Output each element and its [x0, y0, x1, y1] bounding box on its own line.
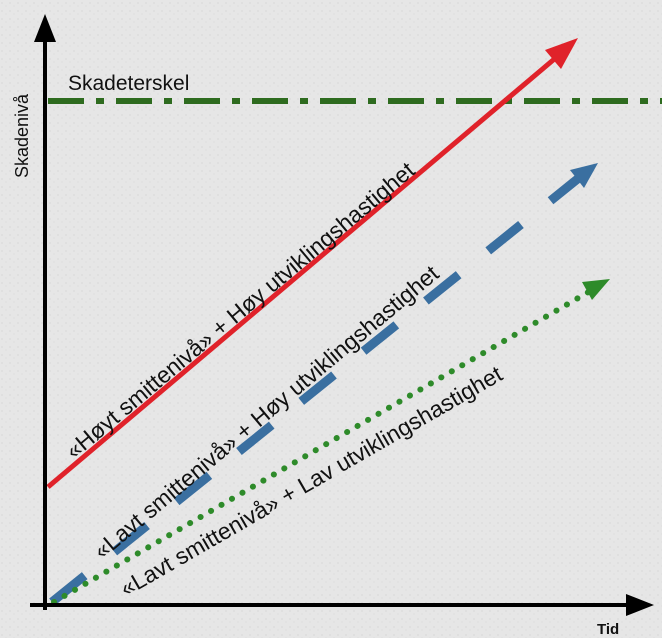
arrowhead-low-low [582, 279, 610, 300]
line-low-high [49, 173, 583, 606]
line-low-low [51, 287, 595, 605]
x-axis-label: Tid [597, 621, 619, 638]
y-axis-label: Skadenivå [12, 93, 32, 178]
x-axis-arrow [626, 594, 654, 616]
y-axis-arrow [34, 14, 56, 42]
line-high-high [46, 48, 567, 489]
threshold-label: Skadeterskel [68, 72, 189, 95]
arrowhead-high-high [545, 38, 578, 69]
arrowhead-low-high [570, 163, 598, 188]
